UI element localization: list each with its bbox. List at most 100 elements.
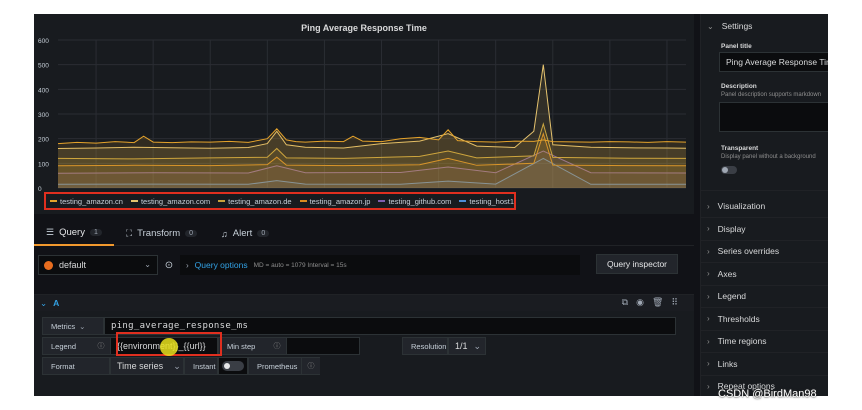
- divider: [701, 190, 828, 191]
- sidebar-group-label: Thresholds: [717, 313, 760, 324]
- format-select[interactable]: Time series ⌄: [110, 357, 184, 375]
- chevron-right-icon: ›: [707, 246, 710, 256]
- y-tick-label: 500: [38, 63, 49, 70]
- info-icon[interactable]: ⓘ: [302, 357, 320, 375]
- sidebar-group-visualization[interactable]: › Visualization: [701, 196, 828, 216]
- legend-item[interactable]: testing_amazon.cn: [50, 197, 123, 206]
- legend-label: testing_amazon.cn: [60, 196, 123, 206]
- metrics-label[interactable]: Metrics ⌄: [42, 317, 104, 335]
- chevron-down-icon: ⌄: [173, 360, 181, 371]
- tab-alert[interactable]: ♫ Alert 0: [209, 222, 281, 246]
- legend-swatch: [218, 200, 226, 202]
- divider: [701, 374, 828, 376]
- chart-legend: testing_amazon.cn testing_amazon.com testi…: [44, 192, 516, 210]
- query-options[interactable]: › Query options MD = auto = 1079 Interva…: [180, 255, 580, 275]
- y-tick-label: 100: [38, 161, 49, 168]
- series-area: [58, 123, 686, 188]
- legend-swatch: [130, 200, 138, 202]
- min-step-input[interactable]: [286, 337, 360, 355]
- settings-group-header[interactable]: ⌄ Settings: [701, 16, 828, 36]
- series-area: [58, 128, 686, 188]
- legend-item[interactable]: testing_amazon.jp: [299, 196, 371, 206]
- chevron-right-icon: ›: [186, 260, 189, 270]
- query-options-meta: MD = auto = 1079 Interval = 15s: [253, 261, 347, 269]
- description-textarea[interactable]: [719, 102, 828, 132]
- sidebar-group-label: Display: [717, 223, 746, 234]
- legend-item[interactable]: testing_amazon.com: [130, 196, 211, 206]
- y-tick-label: 400: [38, 87, 49, 94]
- query-options-link[interactable]: Query options: [194, 260, 248, 270]
- sidebar-group-axes[interactable]: › Axes: [701, 264, 828, 284]
- resolution-label: Resolution: [402, 337, 448, 355]
- datasource-select[interactable]: default ⌄: [38, 255, 158, 275]
- y-tick-label: 0: [38, 186, 42, 192]
- eye-icon[interactable]: ◉: [636, 297, 644, 307]
- sidebar-group-label: Legend: [717, 291, 747, 301]
- y-tick-label: 200: [38, 137, 49, 144]
- sidebar-group-legend[interactable]: › Legend: [701, 286, 828, 306]
- query-ref-id[interactable]: A: [53, 298, 60, 308]
- response-time-chart[interactable]: 010020030040050060023:1023:1523:2023:252…: [34, 14, 694, 192]
- sidebar-group-label: Series overrides: [717, 246, 780, 256]
- sidebar-group-time-regions[interactable]: › Time regions: [701, 331, 828, 351]
- legend-item[interactable]: testing_github.com: [378, 197, 451, 206]
- chevron-down-icon: ⌄: [79, 321, 86, 331]
- datasource-value: default: [59, 260, 87, 270]
- drag-handle-icon[interactable]: ⠿: [671, 297, 678, 307]
- info-icon[interactable]: ⓘ: [268, 337, 286, 355]
- legend-item[interactable]: testing_amazon.de: [218, 196, 292, 206]
- legend-row: Legend ⓘ {{environment}}_{{url}} Min ste…: [42, 337, 486, 355]
- copy-icon[interactable]: ⧉: [621, 297, 629, 307]
- legend-label: Legend: [42, 337, 92, 355]
- sidebar-group-display[interactable]: › Display: [701, 219, 828, 239]
- legend-label: testing_github.com: [388, 196, 452, 206]
- y-tick-label: 600: [38, 38, 49, 45]
- query-row-header[interactable]: ⌄ A ⧉ ◉ 🗑 ⠿: [34, 295, 694, 311]
- divider: [701, 239, 828, 241]
- chevron-right-icon: ›: [707, 359, 710, 368]
- sidebar-group-repeat-options[interactable]: › Repeat options: [701, 376, 828, 396]
- tab-transform-label: Transform: [137, 228, 181, 239]
- transform-icon: ⛶: [125, 228, 133, 238]
- divider: [701, 284, 828, 286]
- legend-label: testing_amazon.de: [228, 196, 292, 206]
- query-inspector-button[interactable]: Query inspector: [596, 254, 678, 274]
- legend-label: testing_amazon.com: [140, 196, 211, 206]
- series-line: [57, 157, 686, 185]
- panel-title-input[interactable]: Ping Average Response Time: [719, 52, 828, 72]
- description-hint: Panel description supports markdown: [721, 92, 822, 98]
- series-line: [57, 122, 687, 160]
- description-label: Description: [721, 83, 757, 90]
- datasource-help-icon[interactable]: ⊙: [164, 259, 174, 271]
- instant-toggle[interactable]: [222, 361, 244, 371]
- sidebar-group-thresholds[interactable]: › Thresholds: [701, 309, 828, 329]
- chevron-right-icon: ›: [707, 291, 710, 301]
- tab-alert-label: Alert: [232, 228, 253, 239]
- options-sidebar: ⌄ Settings Panel title Ping Average Resp…: [700, 14, 828, 396]
- settings-title: Settings: [721, 21, 753, 31]
- metrics-input[interactable]: ping_average_response_ms: [104, 317, 676, 335]
- series-area: [58, 158, 686, 188]
- transparent-toggle[interactable]: [721, 166, 737, 174]
- sidebar-group-label: Axes: [717, 268, 737, 279]
- trash-icon[interactable]: 🗑: [651, 297, 664, 307]
- sidebar-group-series-overrides[interactable]: › Series overrides: [701, 241, 828, 261]
- resolution-select[interactable]: 1/1 ⌄: [448, 337, 486, 355]
- query-editor: ⌄ A ⧉ ◉ 🗑 ⠿ Metrics ⌄ ping_average_respo…: [34, 294, 694, 396]
- series-area: [58, 64, 686, 188]
- sidebar-group-links[interactable]: › Links: [701, 354, 828, 374]
- legend-label: testing_amazon.jp: [309, 196, 371, 206]
- spacer: [360, 337, 402, 355]
- tab-query[interactable]: ☰ Query 1: [34, 222, 114, 246]
- legend-item[interactable]: testing_host1: [459, 197, 514, 206]
- tab-transform[interactable]: ⛶ Transform 0: [114, 222, 209, 246]
- chevron-right-icon: ›: [707, 269, 710, 278]
- grafana-editor: Ping Average Response Time 0 100 200 300 400…: [34, 14, 828, 396]
- info-icon[interactable]: ⓘ: [92, 337, 110, 355]
- database-icon: ☰: [46, 227, 55, 237]
- min-step-label: Min step: [218, 337, 268, 355]
- sidebar-group-label: Links: [717, 358, 738, 369]
- panel-title[interactable]: Ping Average Response Time: [301, 23, 427, 33]
- chevron-right-icon: ›: [707, 336, 710, 346]
- tab-query-label: Query: [59, 227, 85, 238]
